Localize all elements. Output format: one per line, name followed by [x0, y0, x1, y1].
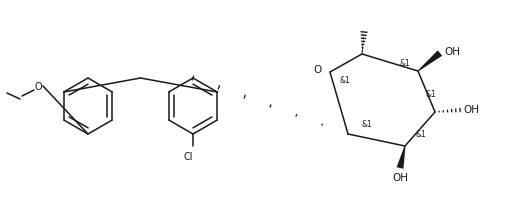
Text: OH: OH — [444, 47, 460, 57]
Polygon shape — [418, 50, 442, 71]
Polygon shape — [362, 32, 364, 54]
Polygon shape — [396, 146, 406, 169]
Text: &1: &1 — [425, 90, 436, 99]
Text: OH: OH — [392, 173, 408, 183]
Text: &1: &1 — [340, 75, 351, 84]
Text: &1: &1 — [415, 129, 426, 138]
Text: Cl: Cl — [183, 152, 193, 162]
Text: &1: &1 — [400, 58, 411, 67]
Text: &1: &1 — [362, 119, 373, 129]
Text: O: O — [34, 82, 42, 92]
Text: O: O — [314, 65, 322, 75]
Text: OH: OH — [463, 105, 479, 115]
